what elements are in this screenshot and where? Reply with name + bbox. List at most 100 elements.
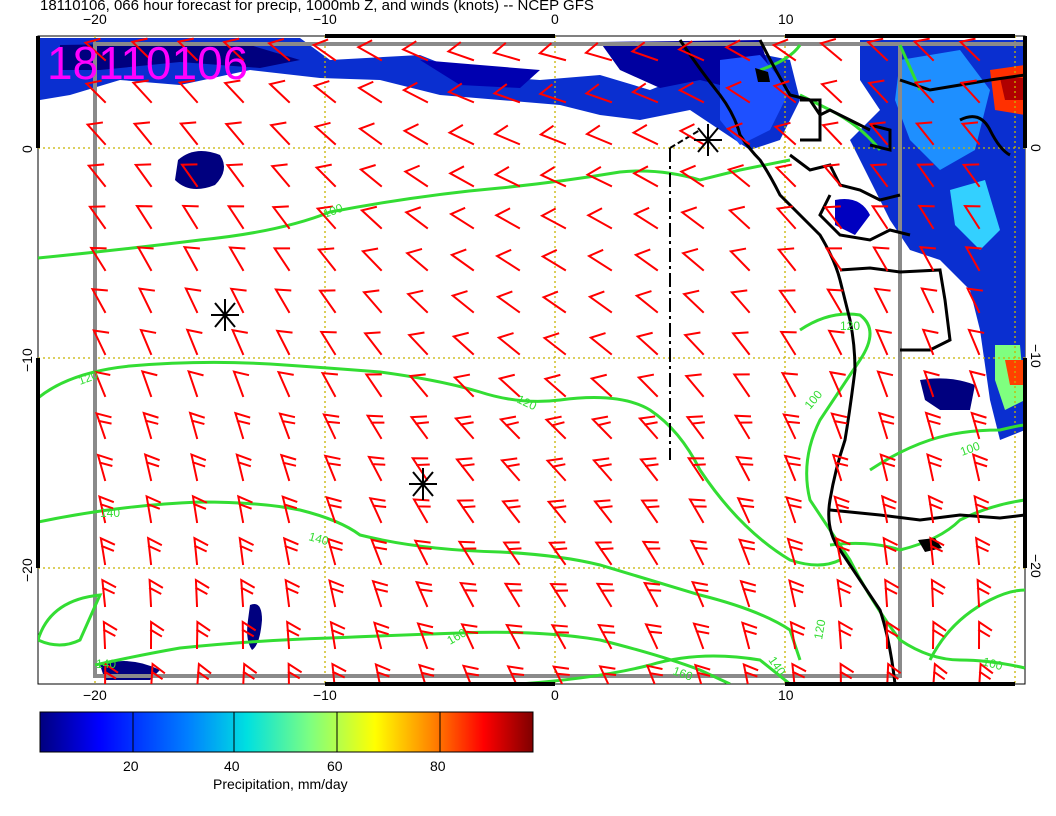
wind-barb [329, 620, 346, 650]
wind-barb [682, 289, 705, 314]
wind-barb [319, 330, 337, 356]
wind-barb [824, 247, 843, 272]
wind-barb [838, 620, 854, 650]
wind-barb [539, 166, 567, 188]
wind-barb [494, 207, 521, 230]
wind-barb [879, 453, 896, 482]
wind-barb [501, 499, 521, 524]
wind-barb [631, 124, 659, 146]
wind-barb [931, 620, 947, 650]
wind-barb [538, 83, 567, 104]
wind-barb [133, 163, 153, 188]
colorbar-tick-label: 80 [430, 758, 446, 774]
wind-barbs [83, 37, 994, 684]
wind-barb [679, 164, 705, 188]
wind-barb [402, 123, 429, 146]
wind-barb [693, 663, 711, 684]
x-tick-bottom: −10 [313, 687, 337, 703]
wind-barb [551, 665, 570, 684]
wind-barb [831, 453, 849, 482]
map-title: 18110106, 066 hour forecast for precip, … [40, 0, 594, 14]
colorbar-label: Precipitation, mm/day [213, 776, 348, 792]
wind-barb [316, 247, 337, 272]
wind-barb [224, 121, 245, 146]
wind-barb [401, 81, 429, 104]
wind-barb [84, 79, 107, 104]
wind-barb [549, 582, 569, 608]
wind-barb [645, 664, 664, 684]
wind-barb [450, 290, 475, 314]
wind-barb [632, 165, 659, 188]
wind-barb [839, 662, 855, 684]
wind-barb [791, 662, 807, 684]
wind-barb [365, 414, 385, 440]
wind-barb [782, 413, 800, 440]
wind-barb [143, 453, 160, 482]
wind-barb [149, 620, 165, 650]
wind-barb [541, 290, 567, 314]
wind-barb [728, 247, 751, 272]
wind-barb [136, 246, 154, 272]
wind-barb [540, 249, 567, 272]
wind-barb [449, 248, 475, 272]
wind-barb [644, 623, 663, 650]
wind-barb [680, 206, 705, 230]
wind-barb [85, 121, 107, 146]
wind-barb [729, 289, 751, 314]
x-tick-bottom: −20 [83, 687, 107, 703]
wind-barb [269, 121, 291, 146]
wind-barb [630, 41, 659, 62]
wind-barb [788, 578, 805, 608]
wind-barb [916, 163, 935, 188]
wind-barb [455, 457, 475, 482]
wind-barb [356, 39, 383, 62]
wind-barb [195, 620, 211, 650]
pressure-center-marker [694, 124, 722, 156]
wind-barb [241, 620, 257, 650]
wind-barb [498, 415, 521, 440]
wind-barb [446, 82, 475, 104]
contour-label: 140 [307, 529, 330, 548]
wind-barb [276, 370, 294, 398]
wind-barb [278, 412, 296, 440]
contour-label: 120 [76, 368, 100, 388]
wind-barb [739, 579, 757, 608]
wind-barb [547, 541, 568, 566]
inner-frame [93, 42, 902, 678]
wind-barb [593, 499, 613, 524]
wind-barb [637, 415, 659, 440]
wind-barb [639, 457, 659, 482]
wind-barb [920, 287, 938, 314]
wind-barb [914, 121, 935, 146]
wind-barb [232, 370, 250, 398]
wind-barb [90, 288, 108, 314]
wind-barb [407, 331, 429, 356]
wind-barb [725, 122, 751, 146]
wind-barb [495, 290, 521, 314]
wind-barb [238, 536, 255, 566]
wind-barb [921, 328, 939, 356]
wind-barb [872, 246, 890, 272]
wind-barb [836, 578, 852, 608]
wind-barb [226, 205, 245, 230]
x-tick-top: 10 [778, 11, 794, 27]
wind-barb [591, 457, 613, 482]
wind-barb [882, 536, 898, 566]
wind-barb [727, 205, 751, 230]
wind-barb [740, 621, 758, 650]
wind-barb [367, 455, 386, 482]
wind-barb [977, 662, 994, 684]
wind-barb [973, 494, 990, 524]
wind-barb [635, 331, 659, 356]
wind-barb [371, 579, 389, 608]
wind-barb [918, 246, 936, 272]
wind-barb [587, 290, 613, 314]
wind-barb [822, 163, 843, 188]
wind-barb [448, 165, 475, 188]
wind-barb [586, 207, 613, 230]
wind-barb [401, 40, 429, 62]
wind-barb [460, 623, 479, 650]
wind-barb [634, 290, 659, 314]
wind-barb [732, 373, 751, 398]
wind-barb [311, 38, 337, 62]
